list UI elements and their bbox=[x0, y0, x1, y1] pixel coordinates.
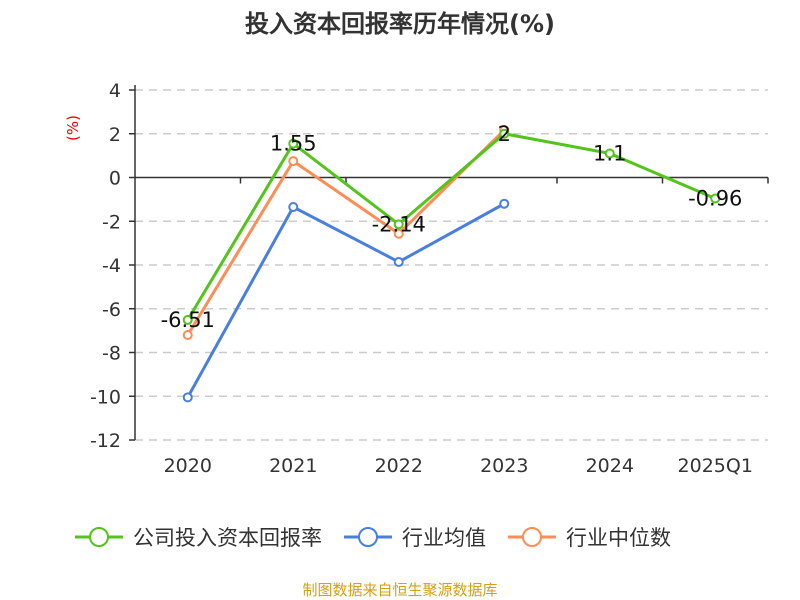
series-line bbox=[186, 128, 506, 336]
data-point bbox=[288, 156, 299, 167]
legend-label: 行业中位数 bbox=[566, 526, 671, 550]
data-label: 1.1 bbox=[593, 141, 626, 165]
x-tick-label: 2024 bbox=[586, 455, 634, 477]
legend-label: 公司投入资本回报率 bbox=[133, 526, 322, 550]
data-point bbox=[393, 228, 404, 239]
x-tick-label: 2021 bbox=[269, 455, 317, 477]
y-tick-label: 4 bbox=[109, 80, 121, 102]
data-point bbox=[182, 314, 193, 325]
y-tick-label: -6 bbox=[102, 299, 121, 321]
data-point bbox=[288, 138, 299, 149]
y-tick-label: -8 bbox=[102, 343, 121, 365]
data-point bbox=[499, 128, 510, 139]
data-point bbox=[604, 148, 615, 159]
legend-marker-icon bbox=[358, 527, 378, 547]
data-point bbox=[182, 392, 193, 403]
y-tick-label: -4 bbox=[102, 255, 121, 277]
y-tick-label: 2 bbox=[109, 124, 121, 146]
data-point bbox=[288, 202, 299, 213]
x-tick-label: 2025Q1 bbox=[678, 455, 753, 477]
series-line bbox=[186, 132, 716, 321]
y-axis-label: (%) bbox=[64, 115, 82, 141]
x-tick-label: 2022 bbox=[375, 455, 423, 477]
data-point bbox=[393, 219, 404, 230]
x-tick-label: 2020 bbox=[164, 455, 212, 477]
data-label: 1.55 bbox=[270, 132, 317, 156]
source-note: 制图数据来自恒生聚源数据库 bbox=[302, 581, 497, 599]
data-label: -0.96 bbox=[688, 187, 742, 211]
data-label: -2.14 bbox=[372, 212, 426, 236]
legend-label: 行业均值 bbox=[402, 526, 486, 550]
data-point bbox=[710, 193, 721, 204]
data-point bbox=[499, 198, 510, 209]
legend-marker-icon bbox=[89, 527, 109, 547]
data-label: 2 bbox=[498, 122, 511, 146]
x-tick-label: 2023 bbox=[480, 455, 528, 477]
chart-title: 投入资本回报率历年情况(%) bbox=[245, 10, 555, 38]
data-point bbox=[182, 330, 193, 340]
legend-marker-icon bbox=[522, 527, 542, 547]
y-tick-label: -12 bbox=[90, 430, 121, 452]
y-tick-label: 0 bbox=[109, 168, 121, 190]
y-tick-label: -2 bbox=[102, 211, 121, 233]
data-point bbox=[393, 256, 404, 267]
y-tick-label: -10 bbox=[90, 386, 121, 408]
data-label: -6.51 bbox=[161, 308, 215, 332]
series-line bbox=[186, 202, 505, 399]
